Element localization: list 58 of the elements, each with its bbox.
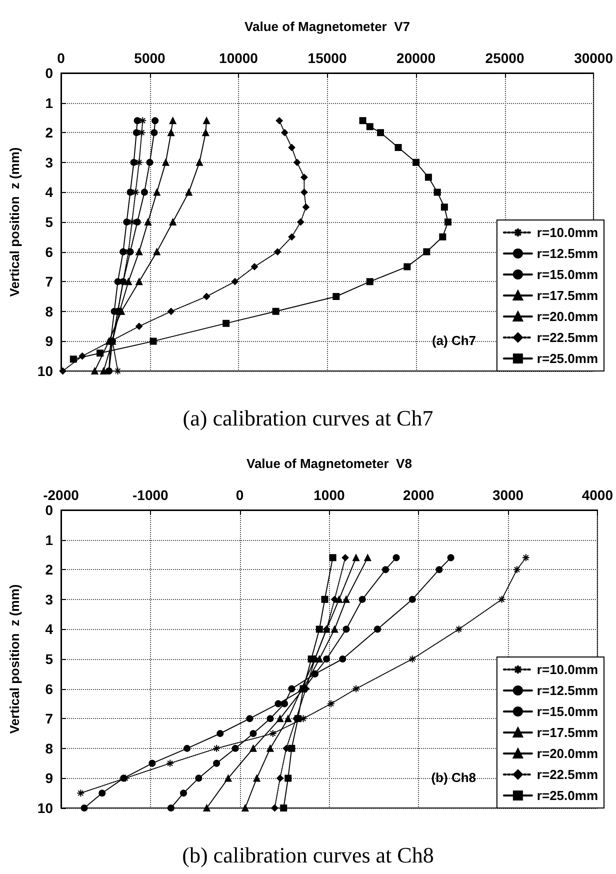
x-tick-label: 15000	[308, 50, 347, 66]
y-tick-label: 9	[45, 770, 54, 786]
y-tick-label: 6	[45, 680, 54, 697]
legend-label: r=22.5mm	[536, 330, 598, 345]
legend-label: r=22.5mm	[536, 767, 598, 782]
x-tick-label: 30000	[574, 50, 614, 66]
legend-label: r=17.5mm	[536, 725, 598, 740]
legend-label: r=17.5mm	[536, 288, 598, 303]
y-tick-label: 1	[45, 532, 54, 548]
y-tick-label: 0	[45, 65, 54, 81]
x-tick-label: 0	[57, 50, 66, 66]
legend-label: r=15.0mm	[536, 704, 598, 719]
x-axis-title: Value of Magnetometer V8	[246, 456, 412, 471]
annotation: (a) Ch7	[432, 333, 476, 348]
y-tick-label: 9	[45, 333, 54, 350]
y-tick-label: 10	[37, 363, 54, 379]
y-tick-label: 6	[45, 244, 54, 260]
annotation: (b) Ch8	[431, 770, 476, 785]
x-tick-label: 5000	[134, 50, 166, 66]
x-tick-label: 0	[236, 487, 244, 503]
x-tick-label: 10000	[219, 50, 258, 66]
legend-label: r=10.0mm	[536, 225, 598, 240]
y-axis-title: Vertical position z (mm)	[7, 584, 22, 734]
x-tick-label: 3000	[492, 487, 524, 503]
x-axis-title: Value of Magnetometer V7	[244, 19, 410, 34]
y-tick-label: 4	[45, 621, 54, 638]
y-tick-label: 2	[45, 124, 54, 141]
legend-label: r=20.0mm	[536, 746, 598, 761]
y-tick-label: 5	[45, 651, 54, 667]
legend-label: r=20.0mm	[536, 309, 598, 324]
x-tick-label: 2000	[403, 487, 434, 503]
legend-label: r=10.0mm	[536, 662, 598, 677]
y-tick-label: 7	[45, 274, 54, 290]
x-tick-label: 4000	[582, 487, 614, 503]
y-tick-label: 2	[45, 562, 54, 578]
y-tick-label: 5	[45, 214, 54, 230]
y-tick-label: 8	[45, 740, 54, 756]
legend-label: r=15.0mm	[536, 267, 598, 282]
legend-label: r=25.0mm	[536, 351, 598, 366]
y-tick-label: 1	[45, 94, 54, 111]
x-tick-label: -1000	[132, 487, 169, 503]
y-tick-label: 0	[45, 502, 54, 518]
y-tick-label: 3	[45, 591, 54, 608]
y-tick-label: 4	[45, 184, 54, 200]
x-tick-label: -2000	[43, 487, 80, 503]
y-tick-label: 8	[45, 303, 54, 320]
text: (b) calibration curves at Ch8	[182, 842, 434, 868]
y-tick-label: 10	[37, 800, 54, 816]
y-tick-label: 3	[45, 154, 54, 170]
x-tick-label: 20000	[396, 50, 436, 66]
y-axis-title: Vertical position z (mm)	[7, 147, 22, 297]
x-tick-label: 25000	[485, 50, 524, 66]
legend-label: r=12.5mm	[536, 683, 598, 698]
y-tick-label: 7	[45, 710, 54, 727]
legend-label: r=12.5mm	[536, 246, 598, 261]
text: (a) calibration curves at Ch7	[182, 406, 434, 430]
legend-label: r=25.0mm	[536, 788, 598, 803]
x-tick-label: 1000	[314, 487, 345, 503]
